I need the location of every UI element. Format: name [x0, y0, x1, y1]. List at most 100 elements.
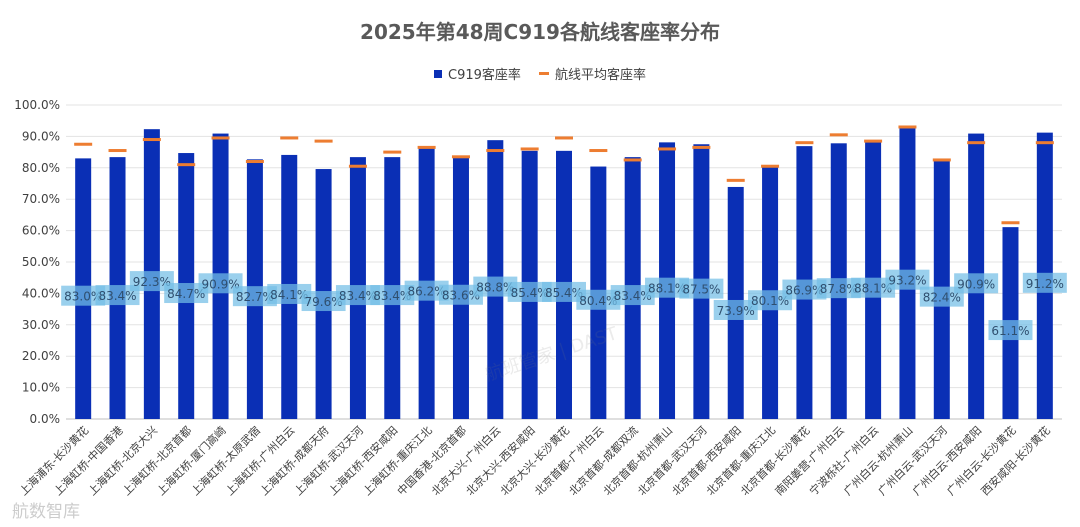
legend-swatch-bar	[434, 69, 443, 78]
data-label: 80.1%	[751, 294, 789, 308]
y-tick-label: 100.0%	[14, 98, 60, 112]
y-tick-label: 20.0%	[22, 349, 60, 363]
data-label-bg	[748, 290, 793, 311]
legend-label-average: 航线平均客座率	[554, 68, 646, 83]
data-label-bg	[645, 277, 690, 298]
data-label: 84.1%	[270, 288, 308, 302]
data-label: 82.4%	[923, 291, 961, 305]
data-label-bg	[919, 286, 964, 307]
data-label-bg	[301, 291, 346, 312]
legend-swatch-line	[538, 72, 549, 75]
data-label: 61.1%	[991, 324, 1029, 338]
y-tick-label: 70.0%	[22, 192, 60, 206]
average-marker	[417, 145, 436, 149]
average-marker	[520, 147, 539, 151]
data-label-bg	[782, 279, 827, 300]
average-marker	[74, 142, 93, 146]
data-label-bg	[61, 285, 106, 306]
average-marker	[451, 155, 470, 159]
data-label: 86.9%	[785, 284, 823, 298]
data-label: 93.2%	[888, 274, 926, 288]
data-label: 83.6%	[442, 289, 480, 303]
data-label: 79.6%	[305, 295, 343, 309]
chart-title: 2025年第48周C919各航线客座率分布	[360, 20, 720, 44]
data-label-bg	[816, 278, 861, 299]
legend-item-average: 航线平均客座率	[538, 64, 646, 83]
average-marker	[486, 149, 505, 153]
data-label-bg	[95, 285, 140, 306]
average-marker	[658, 147, 677, 151]
data-label: 85.4%	[545, 286, 583, 300]
average-marker	[726, 178, 745, 182]
data-label-bg	[164, 283, 209, 304]
data-label-bg	[507, 281, 552, 302]
data-label: 86.2%	[408, 285, 446, 299]
average-marker	[348, 164, 367, 168]
data-label-bg	[198, 273, 243, 294]
y-tick-label: 50.0%	[22, 255, 60, 269]
data-label: 84.7%	[167, 287, 205, 301]
y-tick-label: 80.0%	[22, 161, 60, 175]
data-label: 83.0%	[64, 290, 102, 304]
average-marker	[1035, 141, 1054, 145]
average-marker	[795, 141, 814, 145]
average-marker	[932, 158, 951, 162]
data-label-bg	[335, 285, 380, 306]
average-marker	[142, 138, 161, 142]
average-marker	[623, 158, 642, 162]
average-marker	[555, 136, 573, 140]
data-label: 80.4%	[579, 294, 617, 308]
data-label-bg	[404, 280, 449, 301]
data-label: 82.7%	[236, 290, 274, 304]
data-label-bg	[679, 278, 724, 299]
data-label-bg	[988, 320, 1033, 341]
average-marker	[967, 141, 986, 145]
data-label-bg	[542, 281, 586, 302]
average-marker	[692, 145, 711, 149]
average-marker	[280, 136, 299, 140]
data-label-bg	[267, 283, 312, 304]
average-marker	[589, 149, 608, 153]
average-marker	[177, 163, 196, 167]
y-tick-label: 0.0%	[30, 412, 61, 426]
data-label: 88.1%	[854, 282, 892, 296]
data-label: 85.4%	[511, 286, 549, 300]
data-label-bg	[232, 286, 277, 307]
average-marker	[829, 133, 848, 137]
data-label: 87.5%	[682, 283, 720, 297]
data-label-bg	[473, 276, 518, 297]
data-label: 88.1%	[648, 282, 686, 296]
y-tick-label: 30.0%	[22, 318, 60, 332]
data-label: 83.4%	[614, 289, 652, 303]
y-tick-label: 10.0%	[22, 381, 60, 395]
data-label-bg	[1022, 272, 1067, 293]
data-label-bg	[576, 289, 621, 310]
data-label-bg	[129, 271, 174, 292]
average-marker	[108, 149, 127, 153]
legend-item-bar: C919客座率	[434, 64, 521, 83]
data-label: 92.3%	[133, 275, 171, 289]
average-marker	[761, 164, 780, 168]
legend-label-bar: C919客座率	[448, 68, 521, 83]
data-label-bg	[610, 285, 655, 306]
average-marker	[1001, 221, 1020, 225]
y-tick-label: 40.0%	[22, 286, 60, 300]
data-label-bg	[954, 273, 999, 294]
data-label: 73.9%	[717, 304, 755, 318]
average-marker	[314, 139, 333, 143]
average-marker	[211, 136, 230, 140]
data-label-bg	[851, 277, 896, 298]
average-marker	[383, 150, 402, 154]
data-label-bg	[438, 284, 483, 305]
y-tick-label: 90.0%	[22, 129, 60, 143]
data-label: 83.4%	[373, 289, 411, 303]
average-marker	[245, 160, 264, 164]
data-label: 83.4%	[98, 289, 136, 303]
data-label: 87.8%	[820, 282, 858, 296]
data-label-bg	[713, 299, 758, 320]
data-label: 91.2%	[1026, 277, 1064, 291]
y-tick-label: 60.0%	[22, 224, 60, 238]
brand-logo: 航数智库	[12, 502, 80, 522]
